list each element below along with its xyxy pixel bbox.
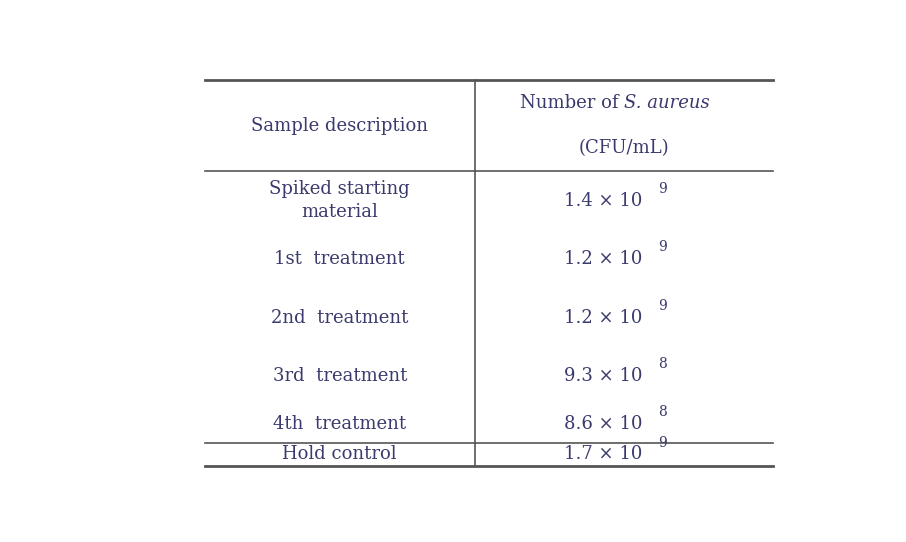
Text: Hold control: Hold control xyxy=(283,445,397,463)
Text: 1.7 × 10: 1.7 × 10 xyxy=(564,445,642,463)
Text: 8: 8 xyxy=(659,357,667,371)
Text: 9: 9 xyxy=(659,299,667,313)
Text: S. aureus: S. aureus xyxy=(624,94,709,112)
Text: 1st  treatment: 1st treatment xyxy=(275,250,405,268)
Text: Number of: Number of xyxy=(520,94,624,112)
Text: Sample description: Sample description xyxy=(251,117,429,134)
Text: 3rd  treatment: 3rd treatment xyxy=(273,367,407,385)
Text: 1.4 × 10: 1.4 × 10 xyxy=(564,192,642,210)
Text: (CFU/mL): (CFU/mL) xyxy=(579,139,670,157)
Text: 9: 9 xyxy=(659,436,667,449)
Text: 9.3 × 10: 9.3 × 10 xyxy=(564,367,642,385)
Text: 4th  treatment: 4th treatment xyxy=(273,415,406,433)
Text: 9: 9 xyxy=(659,182,667,196)
Text: 8.6 × 10: 8.6 × 10 xyxy=(564,415,642,433)
Text: 2nd  treatment: 2nd treatment xyxy=(271,308,409,326)
Text: 9: 9 xyxy=(659,241,667,254)
Text: 1.2 × 10: 1.2 × 10 xyxy=(564,308,642,326)
Text: 1.2 × 10: 1.2 × 10 xyxy=(564,250,642,268)
Text: Spiked starting
material: Spiked starting material xyxy=(269,180,410,222)
Text: 8: 8 xyxy=(659,405,667,420)
